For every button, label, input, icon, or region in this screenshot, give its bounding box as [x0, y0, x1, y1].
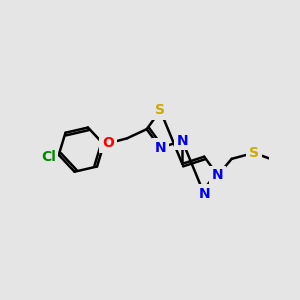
- Text: S: S: [249, 146, 259, 160]
- Text: O: O: [102, 136, 114, 151]
- Text: S: S: [155, 103, 165, 118]
- Text: N: N: [198, 187, 210, 201]
- Text: N: N: [176, 134, 188, 148]
- Text: N: N: [212, 168, 224, 182]
- Text: N: N: [154, 141, 166, 155]
- Text: Cl: Cl: [41, 150, 56, 164]
